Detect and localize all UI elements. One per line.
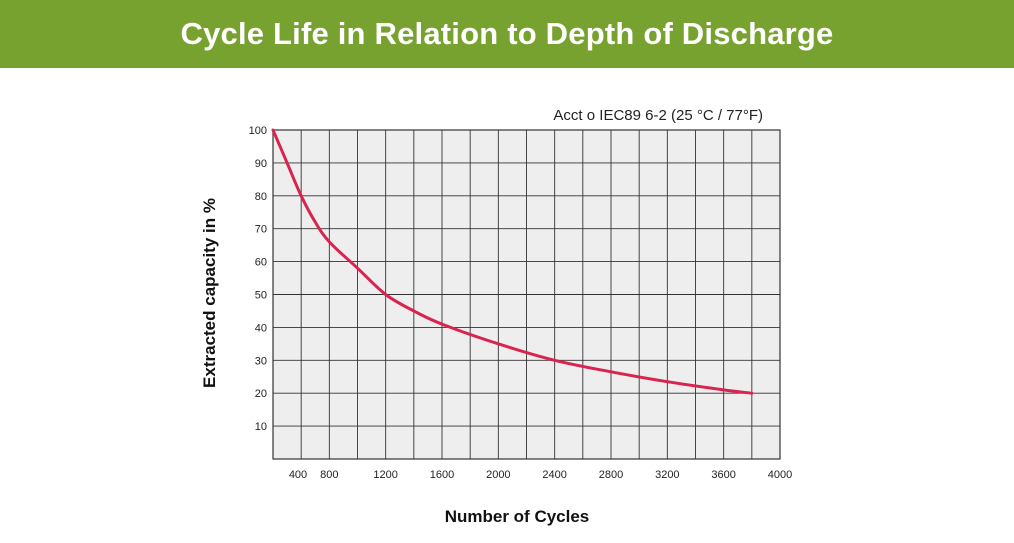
x-tick-label: 1200 [373,469,397,481]
y-tick-label: 30 [255,355,267,367]
series-line-cycle-life [271,128,754,395]
x-tick-label: 4000 [768,469,792,481]
x-tick-label: 2400 [542,469,566,481]
x-tick-label: 3200 [655,469,679,481]
x-tick-label: 800 [320,469,338,481]
grid [272,129,781,460]
y-tick-label: 10 [255,421,267,433]
y-tick-label: 50 [255,290,267,302]
standard-annotation: Acct o IEC89 6-2 (25 °C / 77°F) [553,107,763,124]
x-tick-label: 400 [289,469,307,481]
y-tick-label: 20 [255,388,267,400]
y-axis-ticks: 10 20 30 40 50 60 70 80 90 100 [249,125,267,433]
page-title: Cycle Life in Relation to Depth of Disch… [180,16,834,51]
y-tick-label: 60 [255,257,267,269]
y-tick-label: 40 [255,322,267,334]
x-tick-label: 3600 [711,469,735,481]
y-tick-label: 80 [255,191,267,203]
x-axis-ticks: 400 800 1200 1600 2000 2400 2800 3200 3600 4000 [289,469,792,481]
y-tick-label: 70 [255,224,267,236]
title-banner: Cycle Life in Relation to Depth of Disch… [0,0,1014,68]
x-tick-label: 2000 [486,469,510,481]
x-tick-label: 1600 [430,469,454,481]
y-tick-label: 90 [255,158,267,170]
x-tick-label: 2800 [599,469,623,481]
x-axis-title: Number of Cycles [445,507,590,526]
y-tick-label: 100 [249,125,267,137]
y-axis-title: Extracted capacity in % [200,198,219,388]
